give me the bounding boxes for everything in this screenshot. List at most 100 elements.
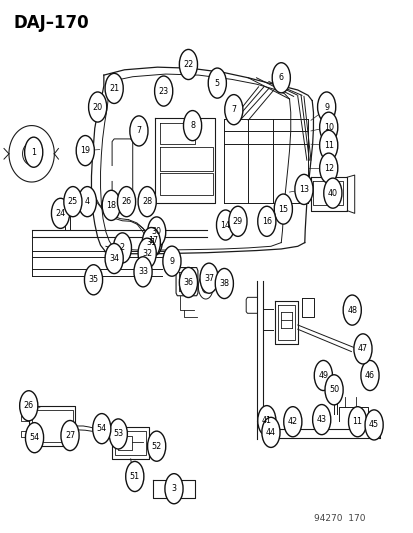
- Text: 8: 8: [190, 121, 195, 130]
- Text: 29: 29: [232, 217, 242, 226]
- Ellipse shape: [164, 474, 183, 504]
- Text: 7: 7: [231, 105, 236, 114]
- Ellipse shape: [154, 76, 172, 106]
- Ellipse shape: [109, 419, 127, 449]
- Text: 37: 37: [204, 273, 214, 282]
- Text: 24: 24: [55, 209, 65, 218]
- Text: 27: 27: [65, 431, 75, 440]
- Text: 46: 46: [364, 371, 374, 380]
- Ellipse shape: [360, 360, 378, 391]
- Text: 22: 22: [183, 60, 193, 69]
- Text: 4: 4: [85, 197, 90, 206]
- Ellipse shape: [24, 137, 43, 167]
- Ellipse shape: [179, 268, 197, 297]
- Text: 54: 54: [97, 424, 107, 433]
- Ellipse shape: [313, 360, 332, 391]
- Ellipse shape: [162, 246, 180, 276]
- Ellipse shape: [147, 431, 165, 461]
- Ellipse shape: [319, 130, 337, 160]
- Ellipse shape: [20, 391, 38, 421]
- Text: 11: 11: [352, 417, 362, 426]
- Ellipse shape: [215, 269, 233, 298]
- Ellipse shape: [208, 68, 226, 98]
- Text: 14: 14: [220, 221, 230, 230]
- Text: 25: 25: [68, 197, 78, 206]
- Ellipse shape: [224, 95, 242, 125]
- Text: 12: 12: [323, 164, 333, 173]
- Text: 17: 17: [148, 237, 158, 246]
- Ellipse shape: [93, 414, 111, 443]
- Ellipse shape: [84, 265, 102, 295]
- Text: 44: 44: [265, 428, 275, 437]
- Text: 7: 7: [136, 126, 141, 135]
- Text: 10: 10: [323, 123, 333, 132]
- Text: 28: 28: [142, 197, 152, 206]
- Text: 30: 30: [151, 228, 161, 237]
- Text: 53: 53: [113, 430, 123, 439]
- Ellipse shape: [257, 206, 275, 236]
- Text: 54: 54: [29, 433, 40, 442]
- Ellipse shape: [319, 153, 337, 183]
- Text: 43: 43: [316, 415, 326, 424]
- Text: 19: 19: [80, 146, 90, 155]
- Text: 21: 21: [109, 84, 119, 93]
- Text: 26: 26: [121, 197, 131, 206]
- Text: 42: 42: [287, 417, 297, 426]
- Ellipse shape: [113, 233, 131, 263]
- Text: 49: 49: [318, 371, 328, 380]
- Text: 45: 45: [368, 421, 378, 430]
- Text: 1: 1: [31, 148, 36, 157]
- Text: 5: 5: [214, 78, 219, 87]
- Ellipse shape: [147, 217, 165, 247]
- Ellipse shape: [348, 407, 366, 437]
- Ellipse shape: [76, 135, 94, 166]
- Ellipse shape: [144, 226, 162, 256]
- Text: 16: 16: [261, 217, 271, 226]
- Ellipse shape: [317, 92, 335, 122]
- Text: 35: 35: [88, 275, 98, 284]
- Text: 3: 3: [171, 484, 176, 493]
- Ellipse shape: [257, 406, 275, 435]
- Text: 47: 47: [357, 344, 367, 353]
- Ellipse shape: [228, 206, 247, 236]
- Text: 33: 33: [138, 268, 148, 276]
- Text: 23: 23: [158, 86, 169, 95]
- Ellipse shape: [102, 190, 120, 221]
- Ellipse shape: [105, 244, 123, 273]
- Text: 9: 9: [323, 102, 328, 111]
- Ellipse shape: [271, 63, 290, 93]
- Ellipse shape: [179, 50, 197, 79]
- Text: 40: 40: [327, 189, 337, 198]
- Ellipse shape: [78, 187, 96, 217]
- Ellipse shape: [130, 116, 147, 146]
- Ellipse shape: [117, 187, 135, 217]
- Text: 2: 2: [119, 244, 125, 253]
- Ellipse shape: [134, 257, 152, 287]
- Ellipse shape: [88, 92, 107, 122]
- Ellipse shape: [319, 112, 337, 142]
- Text: 13: 13: [298, 185, 308, 194]
- Ellipse shape: [261, 417, 279, 447]
- Ellipse shape: [25, 423, 43, 453]
- Text: 36: 36: [183, 278, 193, 287]
- Ellipse shape: [142, 228, 160, 257]
- Ellipse shape: [364, 410, 382, 440]
- Text: 15: 15: [278, 205, 288, 214]
- Ellipse shape: [216, 210, 234, 240]
- Ellipse shape: [199, 263, 218, 293]
- Ellipse shape: [64, 187, 82, 217]
- Text: 50: 50: [328, 385, 338, 394]
- Text: 9: 9: [169, 257, 174, 265]
- Text: 18: 18: [106, 201, 116, 210]
- Text: Del: Del: [323, 191, 332, 196]
- Text: 38: 38: [219, 279, 229, 288]
- Text: 52: 52: [151, 442, 161, 451]
- Text: 6: 6: [278, 73, 283, 82]
- Ellipse shape: [183, 110, 201, 141]
- Text: 11: 11: [323, 141, 333, 150]
- Text: 94270  170: 94270 170: [313, 514, 365, 523]
- Ellipse shape: [312, 405, 330, 434]
- Text: 20: 20: [93, 102, 102, 111]
- Text: 51: 51: [129, 472, 140, 481]
- Ellipse shape: [126, 462, 144, 491]
